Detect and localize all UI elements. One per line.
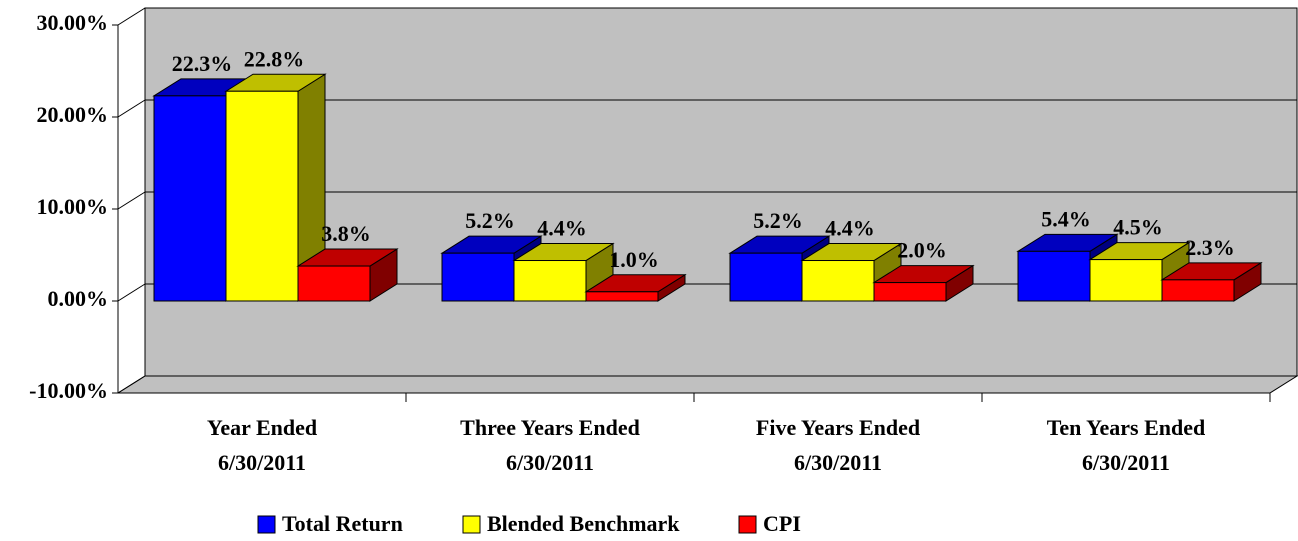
y-tick-label: -10.00%	[29, 378, 108, 403]
legend-swatch	[462, 515, 481, 534]
y-tick-label: 30.00%	[37, 10, 109, 35]
x-tick-label: 6/30/2011	[1082, 450, 1170, 475]
value-label: 3.8%	[321, 221, 371, 246]
legend-label: Total Return	[282, 511, 403, 536]
x-tick-label: Three Years Ended	[460, 415, 640, 440]
value-label: 5.2%	[753, 208, 803, 233]
floor	[116, 375, 1298, 394]
bar	[1161, 279, 1235, 302]
y-tick-label: 20.00%	[37, 102, 109, 127]
grid-line	[117, 191, 146, 210]
value-label: 4.4%	[537, 216, 587, 241]
legend-label: CPI	[763, 511, 801, 536]
legend-swatch	[738, 515, 757, 534]
bar	[153, 95, 227, 302]
legend-label: Blended Benchmark	[487, 511, 680, 536]
x-tick-label: Year Ended	[207, 415, 317, 440]
grid-line	[117, 375, 146, 394]
y-tick-label: 10.00%	[37, 194, 109, 219]
value-label: 2.3%	[1185, 235, 1235, 260]
bar	[729, 252, 803, 302]
bar	[801, 260, 875, 302]
bar	[513, 260, 587, 302]
bar	[297, 265, 371, 302]
value-label: 5.4%	[1041, 206, 1091, 231]
grid-line	[117, 7, 146, 26]
bar	[441, 252, 515, 302]
value-label: 22.3%	[172, 51, 233, 76]
x-tick-label: Ten Years Ended	[1047, 415, 1206, 440]
y-tick-label: 0.00%	[48, 286, 109, 311]
x-tick-label: 6/30/2011	[506, 450, 594, 475]
grid-line	[117, 283, 146, 302]
value-label: 1.0%	[609, 247, 659, 272]
value-label: 4.5%	[1113, 215, 1163, 240]
value-label: 22.8%	[244, 46, 305, 71]
x-tick-label: 6/30/2011	[218, 450, 306, 475]
bar	[225, 90, 299, 302]
x-tick-label: 6/30/2011	[794, 450, 882, 475]
value-label: 2.0%	[897, 238, 947, 263]
bar	[1089, 259, 1163, 302]
bar	[873, 282, 947, 302]
bar	[585, 291, 659, 302]
legend-swatch	[257, 515, 276, 534]
value-label: 5.2%	[465, 208, 515, 233]
x-tick-label: Five Years Ended	[756, 415, 920, 440]
grid-line	[117, 99, 146, 118]
bar	[1017, 250, 1091, 302]
value-label: 4.4%	[825, 216, 875, 241]
